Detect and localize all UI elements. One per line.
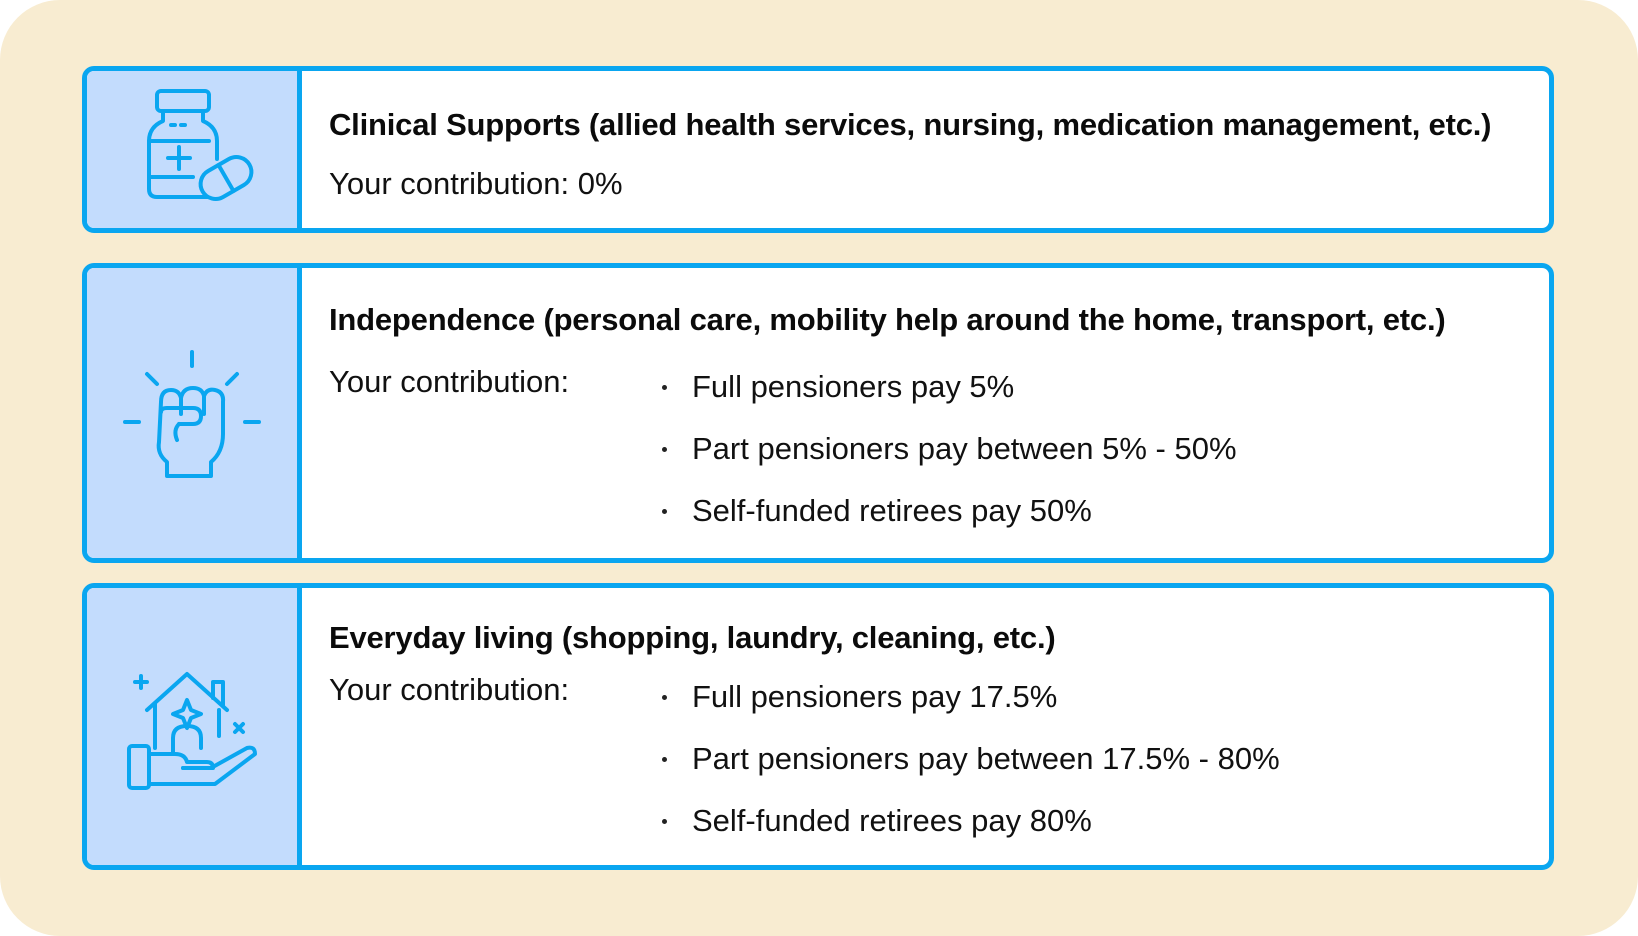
list-item: Self-funded retirees pay 80% [662,802,1280,864]
card-title: Clinical Supports (allied health service… [329,107,1492,142]
icon-panel [87,268,302,558]
icon-panel [87,71,302,228]
card-clinical-supports: Clinical Supports (allied health service… [82,66,1554,233]
card-title: Everyday living (shopping, laundry, clea… [329,620,1056,655]
contribution-label: Your contribution: [329,364,570,399]
contribution-label: Your contribution: [329,672,570,707]
list-item: Full pensioners pay 5% [662,368,1237,430]
contribution-list: Full pensioners pay 17.5% Part pensioner… [662,678,1280,864]
raised-fist-icon [123,350,261,478]
hand-holding-house-icon [127,671,257,790]
contribution-list: Full pensioners pay 5% Part pensioners p… [662,368,1237,554]
medicine-bottle-pill-icon [147,88,254,201]
list-item: Part pensioners pay between 17.5% - 80% [662,740,1280,802]
list-item: Self-funded retirees pay 50% [662,492,1237,554]
contribution-label: Your contribution: 0% [329,166,623,201]
card-independence: Independence (personal care, mobility he… [82,263,1554,563]
list-item: Part pensioners pay between 5% - 50% [662,430,1237,492]
card-title: Independence (personal care, mobility he… [329,302,1446,337]
icon-panel [87,588,302,865]
list-item: Full pensioners pay 17.5% [662,678,1280,740]
card-everyday-living: Everyday living (shopping, laundry, clea… [82,583,1554,870]
